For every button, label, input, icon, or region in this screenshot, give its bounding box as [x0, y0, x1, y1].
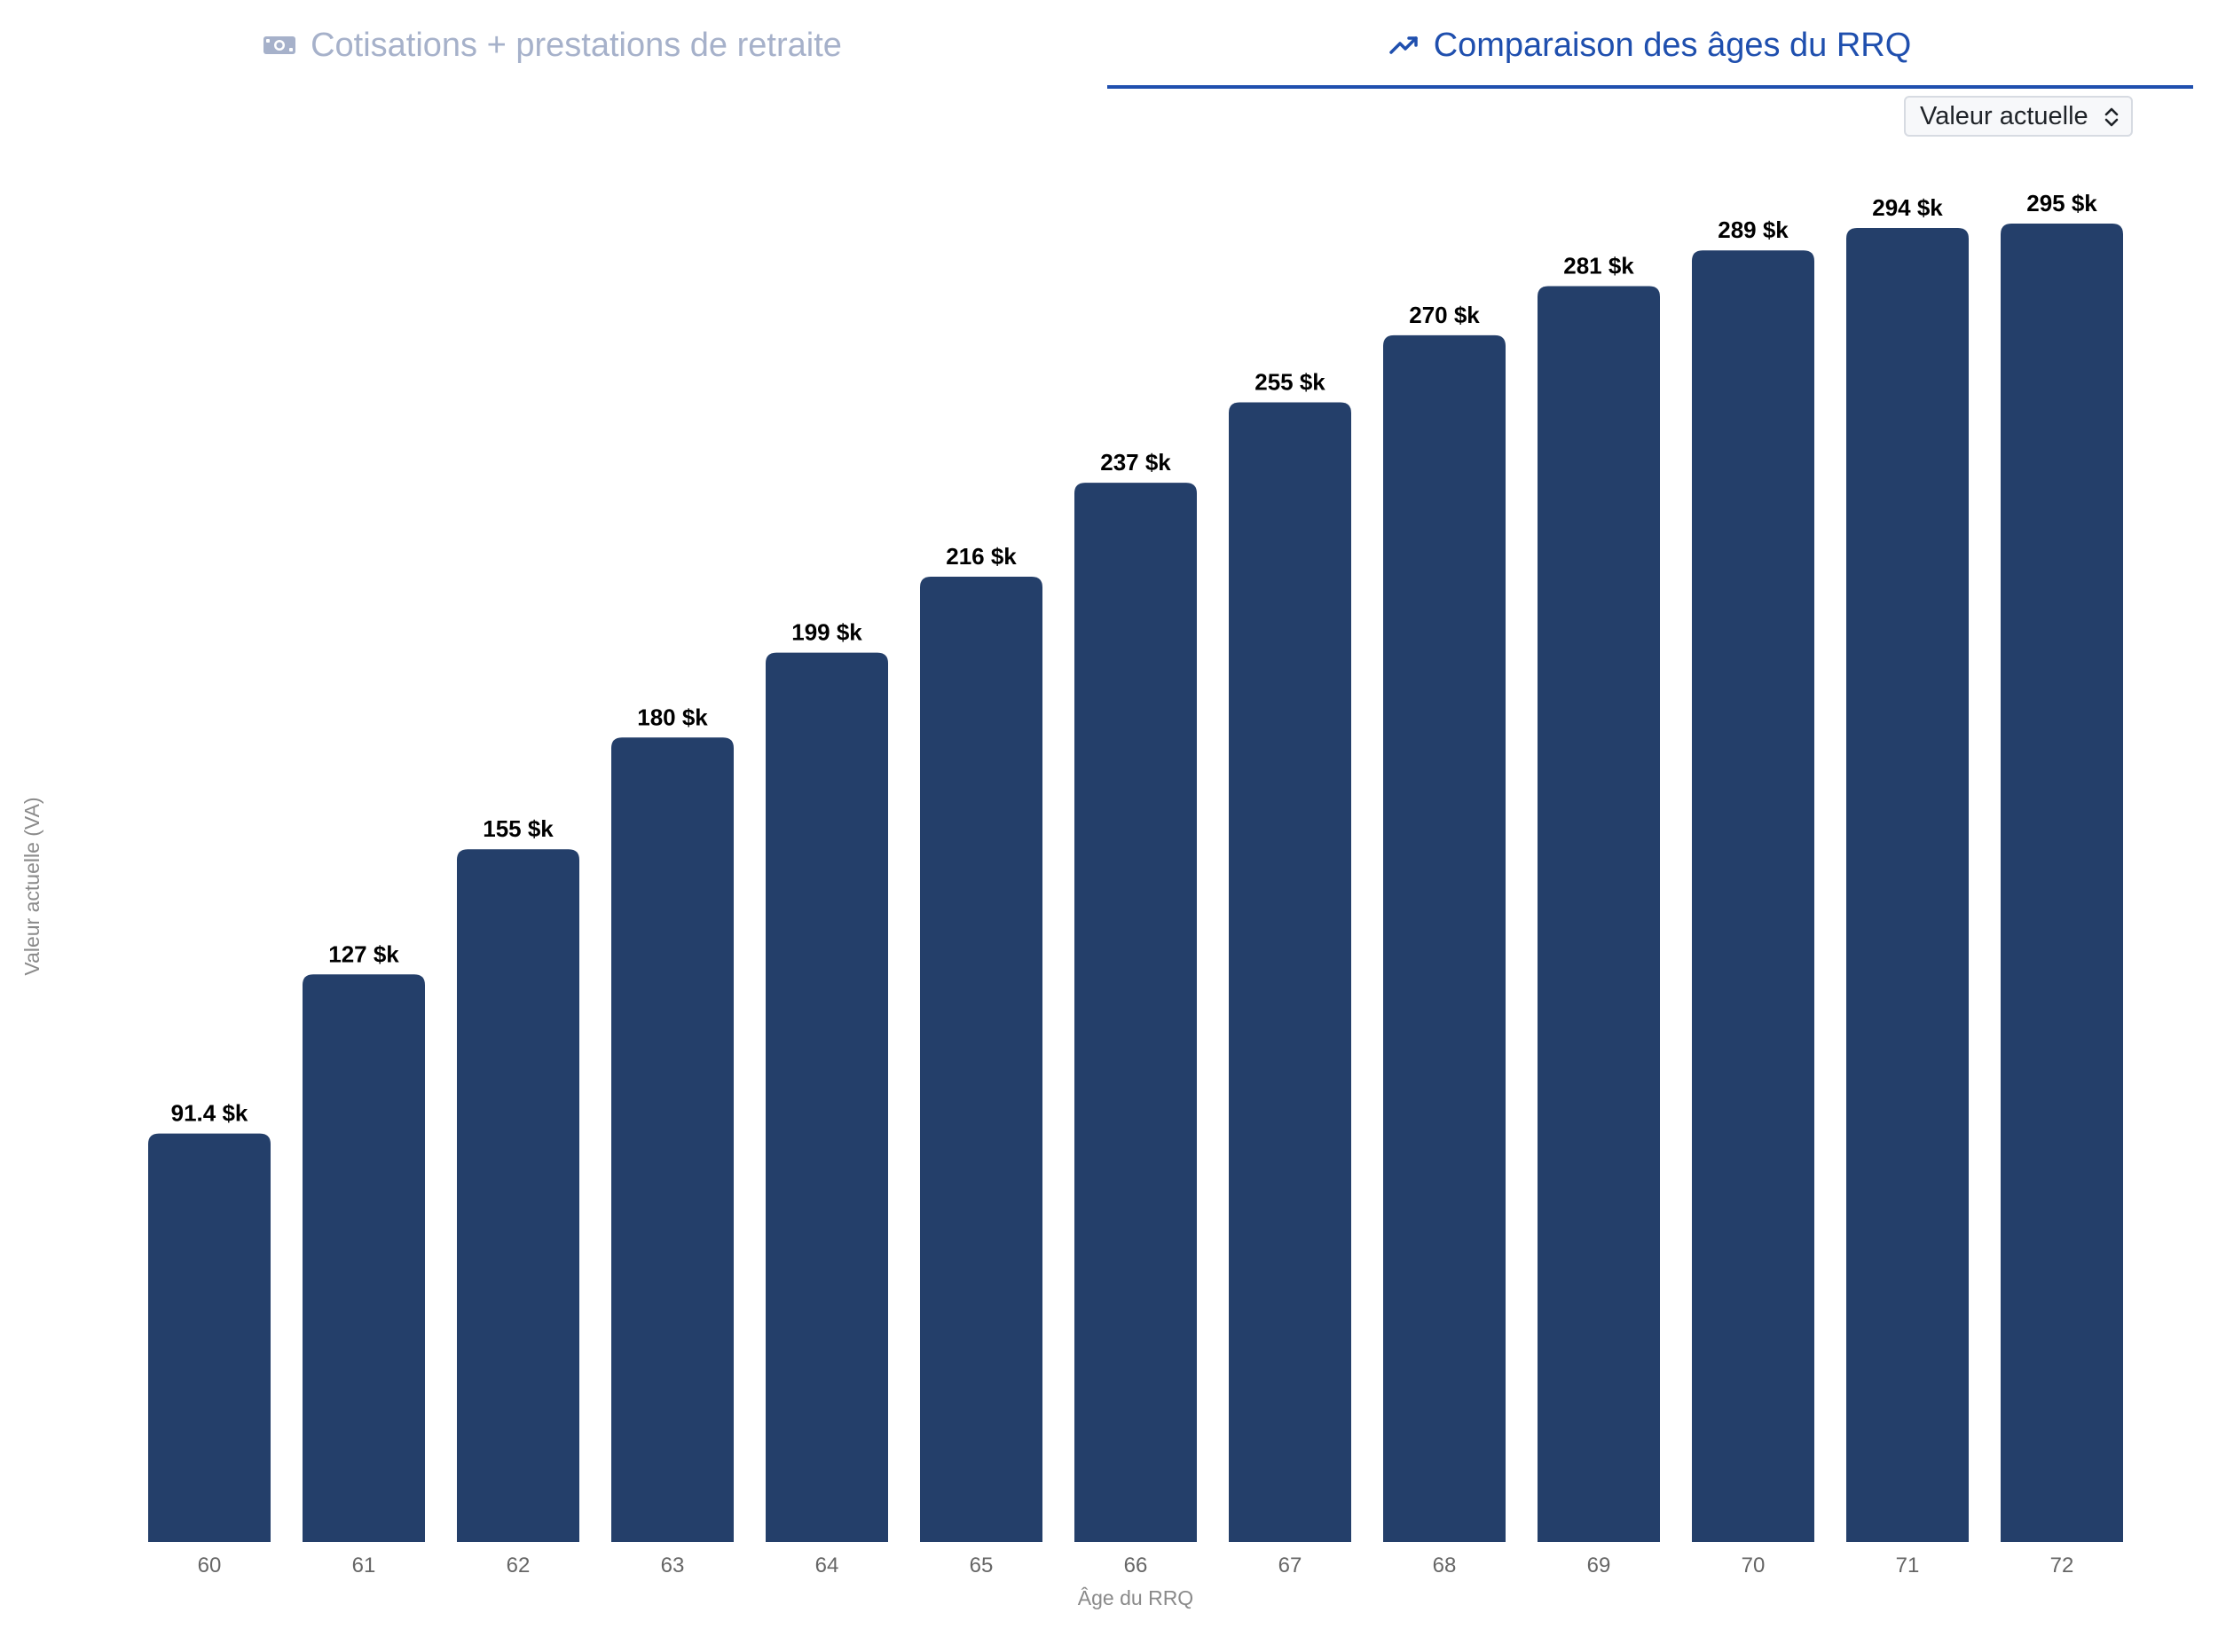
bar-value-label: 127 $k — [328, 940, 399, 967]
bar-value-label: 91.4 $k — [171, 1100, 248, 1127]
bar-72 — [2001, 224, 2123, 1542]
bar-68 — [1383, 334, 1506, 1543]
bar-value-label: 155 $k — [483, 815, 554, 842]
bar-value-label: 289 $k — [1718, 216, 1789, 243]
tab-label: Cotisations + prestations de retraite — [311, 26, 842, 64]
bar-value-label: 199 $k — [791, 619, 862, 646]
bar-value-label: 180 $k — [637, 704, 708, 730]
bar-63 — [611, 737, 734, 1542]
x-axis-title: Âge du RRQ — [1078, 1586, 1193, 1609]
bar-value-label: 281 $k — [1563, 253, 1634, 279]
x-tick-label: 62 — [507, 1554, 531, 1577]
select-value: Valeur actuelle — [1920, 101, 2088, 130]
bar-value-label: 294 $k — [1872, 194, 1943, 221]
x-tick-label: 69 — [1587, 1554, 1611, 1577]
bars-layer — [148, 224, 2123, 1543]
x-tick-label: 72 — [2050, 1554, 2074, 1577]
x-tick-label: 60 — [198, 1554, 222, 1577]
bar-64 — [766, 652, 888, 1542]
bar-61 — [303, 974, 425, 1542]
tab-contributions-benefits[interactable]: Cotisations + prestations de retraite — [0, 18, 1105, 89]
x-tick-label: 70 — [1742, 1554, 1766, 1577]
bar-value-label: 255 $k — [1255, 368, 1325, 395]
bar-65 — [920, 576, 1042, 1542]
x-tick-label: 68 — [1433, 1554, 1457, 1577]
y-axis-title: Valeur actuelle (VA) — [20, 797, 43, 975]
x-tick-label: 65 — [970, 1554, 994, 1577]
bar-value-label: 216 $k — [946, 543, 1017, 570]
tab-rrq-age-comparison[interactable]: Comparaison des âges du RRQ — [1107, 18, 2193, 89]
x-tick-label: 67 — [1278, 1554, 1302, 1577]
bar-71 — [1846, 228, 1969, 1542]
bar-value-label: 237 $k — [1100, 449, 1171, 476]
bar-value-label: 270 $k — [1409, 302, 1480, 328]
bar-70 — [1692, 250, 1814, 1542]
bar-60 — [148, 1133, 271, 1542]
x-tick-labels-layer: 60 61 62 63 64 65 66 67 68 69 70 71 72 — [198, 1554, 2074, 1577]
bar-value-label: 295 $k — [2026, 190, 2097, 216]
bar-66 — [1074, 483, 1197, 1542]
money-icon — [263, 34, 296, 57]
trending-up-icon — [1388, 35, 1420, 56]
value-labels-layer: 91.4 $k 127 $k 155 $k 180 $k 199 $k 216 $k 237… — [171, 190, 2098, 1127]
x-tick-label: 61 — [352, 1554, 376, 1577]
x-tick-label: 63 — [661, 1554, 685, 1577]
bar-67 — [1229, 402, 1351, 1543]
x-tick-label: 71 — [1896, 1554, 1920, 1577]
tab-bar: Cotisations + prestations de retraite Co… — [0, 0, 2200, 89]
tab-label: Comparaison des âges du RRQ — [1433, 26, 1912, 64]
bar-62 — [457, 849, 579, 1542]
x-tick-label: 64 — [815, 1554, 839, 1577]
x-tick-label: 66 — [1124, 1554, 1148, 1577]
chevron-up-down-icon — [2103, 105, 2120, 137]
bar-69 — [1538, 286, 1660, 1543]
value-type-select[interactable]: Valeur actuelle — [1904, 96, 2133, 137]
